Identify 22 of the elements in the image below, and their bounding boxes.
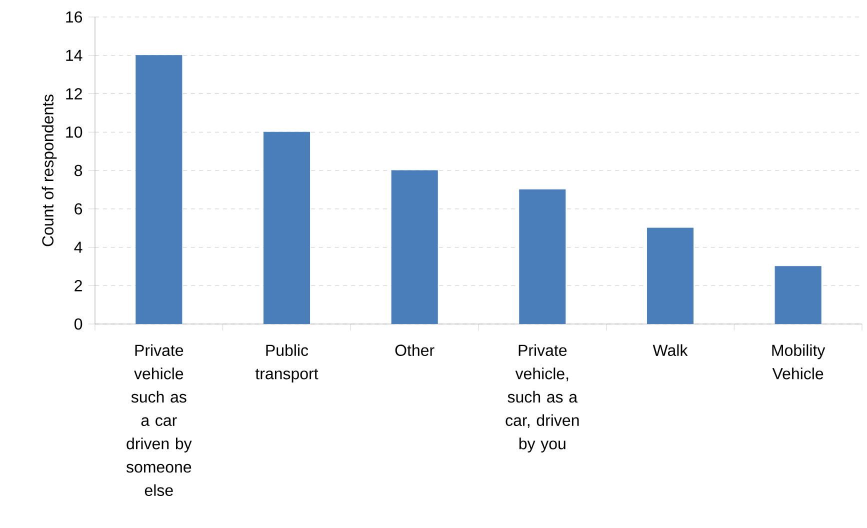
bar: [774, 266, 822, 324]
y-tick-label: 16: [66, 11, 82, 23]
x-tick-label: Other: [395, 344, 434, 356]
y-tick-label: 2: [74, 280, 82, 292]
y-tick-label: 6: [74, 203, 82, 215]
x-tick-label: Mobility Vehicle: [772, 344, 826, 380]
bar: [136, 55, 182, 324]
x-tick-label: Private vehicle such as a car driven by someone else: [126, 344, 192, 496]
x-tick-label: Public transport: [255, 344, 318, 383]
y-axis-title: Count of respondents: [42, 94, 57, 246]
bar: [263, 132, 310, 324]
bar: [519, 189, 566, 324]
y-tick-label: 14: [66, 50, 82, 61]
bar: [646, 228, 694, 324]
x-tick-label: Private vehicle, such as a car, driven by you: [506, 344, 579, 453]
y-tick-label: 0: [74, 318, 82, 330]
x-tick-label: Walk: [652, 344, 688, 356]
y-tick-label: 12: [66, 88, 82, 100]
bar: [391, 170, 438, 324]
y-tick-label: 8: [74, 164, 82, 176]
y-tick-label: 10: [66, 126, 82, 138]
y-tick-label: 4: [74, 242, 82, 253]
